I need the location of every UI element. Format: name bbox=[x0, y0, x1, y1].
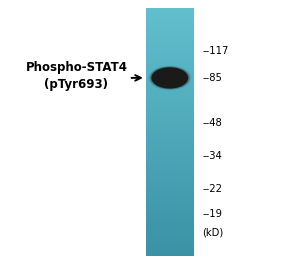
Text: (pTyr693): (pTyr693) bbox=[44, 78, 108, 91]
Text: --34: --34 bbox=[202, 151, 222, 161]
Ellipse shape bbox=[151, 67, 188, 88]
Text: --48: --48 bbox=[202, 118, 222, 128]
Text: (kD): (kD) bbox=[202, 227, 224, 237]
Text: --19: --19 bbox=[202, 209, 222, 219]
Ellipse shape bbox=[152, 68, 187, 88]
Ellipse shape bbox=[150, 67, 190, 89]
Text: --22: --22 bbox=[202, 184, 222, 194]
Text: Phospho-STAT4: Phospho-STAT4 bbox=[25, 61, 127, 74]
Text: --85: --85 bbox=[202, 73, 222, 83]
Text: --117: --117 bbox=[202, 46, 229, 56]
Ellipse shape bbox=[149, 66, 191, 89]
